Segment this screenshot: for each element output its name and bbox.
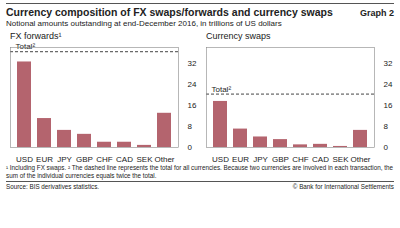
svg-text:16: 16 — [384, 101, 393, 110]
svg-text:32: 32 — [384, 59, 393, 68]
svg-text:24: 24 — [384, 80, 393, 89]
svg-text:SEK: SEK — [136, 155, 153, 163]
svg-text:8: 8 — [384, 122, 389, 131]
svg-text:Total²: Total² — [212, 85, 232, 94]
svg-text:JPY: JPY — [57, 155, 72, 163]
svg-text:Other: Other — [350, 155, 370, 163]
html-text:Notional amounts outstanding a: Notional amounts outstanding at end-Dece… — [6, 19, 282, 28]
svg-text:USD: USD — [212, 155, 229, 163]
svg-text:USD: USD — [16, 155, 33, 163]
html-text:¹ Including FX swaps. ² The da: ¹ Including FX swaps. ² The dashed line … — [6, 164, 393, 179]
svg-text:CAD: CAD — [312, 155, 329, 163]
svg-text:EUR: EUR — [232, 155, 249, 163]
svg-text:32: 32 — [188, 59, 197, 68]
svg-text:0: 0 — [188, 143, 193, 152]
html-text:Graph 2: Graph 2 — [360, 8, 394, 18]
svg-text:16: 16 — [188, 101, 197, 110]
html-text:Currency composition of FX swa: Currency composition of FX swaps/forward… — [6, 6, 333, 18]
html-text:Source: BIS derivatives statis: Source: BIS derivatives statistics. — [6, 183, 100, 190]
html-text:© Bank for International Settl: © Bank for International Settlements — [292, 183, 394, 190]
svg-text:CHF: CHF — [96, 155, 113, 163]
html-text:FX forwards¹: FX forwards¹ — [10, 31, 62, 41]
svg-text:GBP: GBP — [76, 155, 93, 163]
svg-text:SEK: SEK — [332, 155, 349, 163]
svg-text:24: 24 — [188, 80, 197, 89]
svg-text:CHF: CHF — [292, 155, 309, 163]
svg-text:Total²: Total² — [16, 42, 36, 51]
svg-text:JPY: JPY — [253, 155, 268, 163]
svg-text:0: 0 — [384, 143, 389, 152]
html-text:Currency swaps: Currency swaps — [206, 31, 271, 41]
svg-text:8: 8 — [188, 122, 193, 131]
svg-text:CAD: CAD — [116, 155, 133, 163]
svg-text:Other: Other — [154, 155, 174, 163]
svg-text:EUR: EUR — [36, 155, 53, 163]
svg-text:GBP: GBP — [272, 155, 289, 163]
